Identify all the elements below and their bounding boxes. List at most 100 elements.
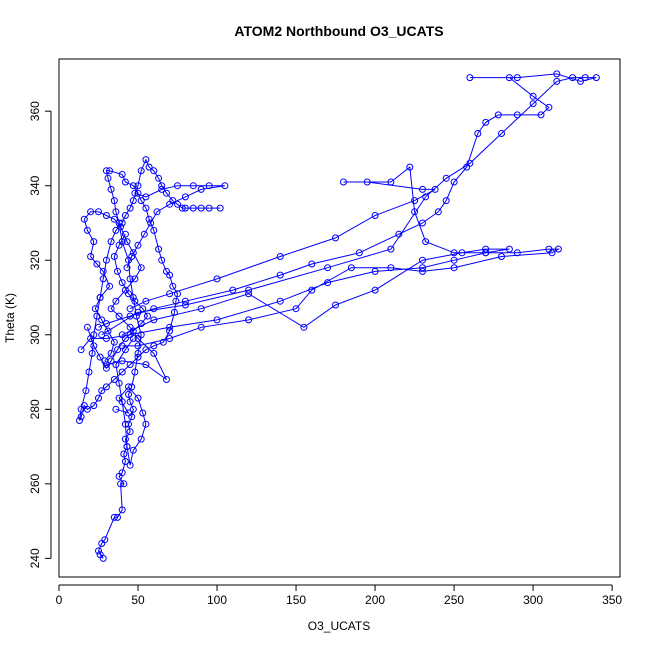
data-point <box>110 376 118 383</box>
data-point <box>395 230 403 238</box>
data-point <box>498 253 505 260</box>
data-point <box>355 249 363 257</box>
data-point <box>125 409 132 417</box>
data-point <box>166 290 174 298</box>
data-point <box>80 215 88 223</box>
data-point <box>387 178 395 186</box>
data-point <box>115 241 123 249</box>
data-point <box>529 100 537 108</box>
data-point <box>118 219 126 227</box>
data-point <box>139 409 147 417</box>
data-point <box>292 305 300 313</box>
x-tick-label: 100 <box>207 593 227 607</box>
data-point <box>166 323 174 331</box>
data-point <box>150 349 158 357</box>
data-point <box>110 215 118 223</box>
x-tick-label: 0 <box>56 593 63 607</box>
data-point <box>126 428 134 436</box>
data-point <box>112 297 120 305</box>
data-point <box>308 286 316 294</box>
data-point <box>118 357 126 365</box>
data-point <box>166 335 174 342</box>
data-point <box>129 327 137 335</box>
data-point <box>137 264 145 272</box>
data-point <box>163 189 170 197</box>
data-point <box>181 193 189 201</box>
data-point <box>112 208 120 216</box>
data-point <box>106 282 114 290</box>
data-point <box>513 74 521 82</box>
data-point <box>150 305 158 313</box>
data-point <box>115 379 123 387</box>
data-point <box>76 417 83 424</box>
data-point <box>513 249 521 257</box>
data-point <box>90 238 98 246</box>
data-point <box>458 249 466 257</box>
data-point <box>123 264 131 272</box>
x-axis: 0 50 100 150 200 250 300 350 <box>56 584 622 607</box>
data-point <box>548 249 556 257</box>
data-point <box>107 305 115 313</box>
data-point <box>87 208 95 216</box>
data-point <box>276 297 284 305</box>
data-point <box>419 264 426 272</box>
data-point <box>121 335 129 342</box>
data-point <box>102 335 110 342</box>
data-point <box>158 256 166 264</box>
y-tick-label: 280 <box>28 399 42 419</box>
data-point <box>129 405 137 413</box>
data-point <box>95 208 102 216</box>
data-point <box>347 264 355 272</box>
data-point <box>126 305 134 313</box>
data-point <box>120 450 128 458</box>
x-tick-label: 250 <box>444 593 464 607</box>
data-point <box>189 182 197 190</box>
data-point <box>332 301 339 309</box>
data-point <box>137 167 145 175</box>
data-point <box>158 182 166 190</box>
data-point <box>107 349 115 357</box>
data-point <box>411 208 419 216</box>
data-point <box>450 249 458 257</box>
data-point <box>126 461 134 469</box>
data-point <box>419 219 426 227</box>
data-point <box>178 204 186 212</box>
series-line-3 <box>98 73 597 336</box>
series-line-6 <box>115 338 147 466</box>
data-point <box>181 204 189 212</box>
y-axis: 240 260 280 300 320 340 360 <box>28 101 52 568</box>
data-point <box>213 275 221 283</box>
data-point <box>121 346 129 354</box>
data-point <box>99 554 107 562</box>
data-point <box>117 480 125 488</box>
data-point <box>126 275 134 283</box>
data-point <box>442 174 450 182</box>
data-point <box>144 312 151 320</box>
data-point <box>142 297 150 305</box>
data-point <box>276 271 284 279</box>
x-axis-label: O3_UCATS <box>308 619 370 633</box>
data-point <box>150 316 158 324</box>
data-point <box>102 212 110 219</box>
data-point <box>125 383 132 391</box>
data-point <box>104 327 112 335</box>
data-point <box>118 506 126 514</box>
data-point <box>102 167 110 175</box>
data-point <box>577 77 584 85</box>
data-point <box>442 197 450 205</box>
data-point <box>174 200 181 208</box>
data-point <box>115 312 123 320</box>
x-tick-label: 200 <box>365 593 385 607</box>
data-point <box>142 193 150 201</box>
data-point <box>482 249 490 257</box>
data-point <box>142 204 150 212</box>
data-point <box>118 469 126 477</box>
series-line-2 <box>80 248 561 351</box>
series-line-7 <box>126 185 225 268</box>
x-tick-label: 300 <box>523 593 543 607</box>
data-point <box>324 279 332 287</box>
data-point <box>134 342 142 350</box>
data-point <box>482 118 490 126</box>
data-point <box>129 446 137 454</box>
